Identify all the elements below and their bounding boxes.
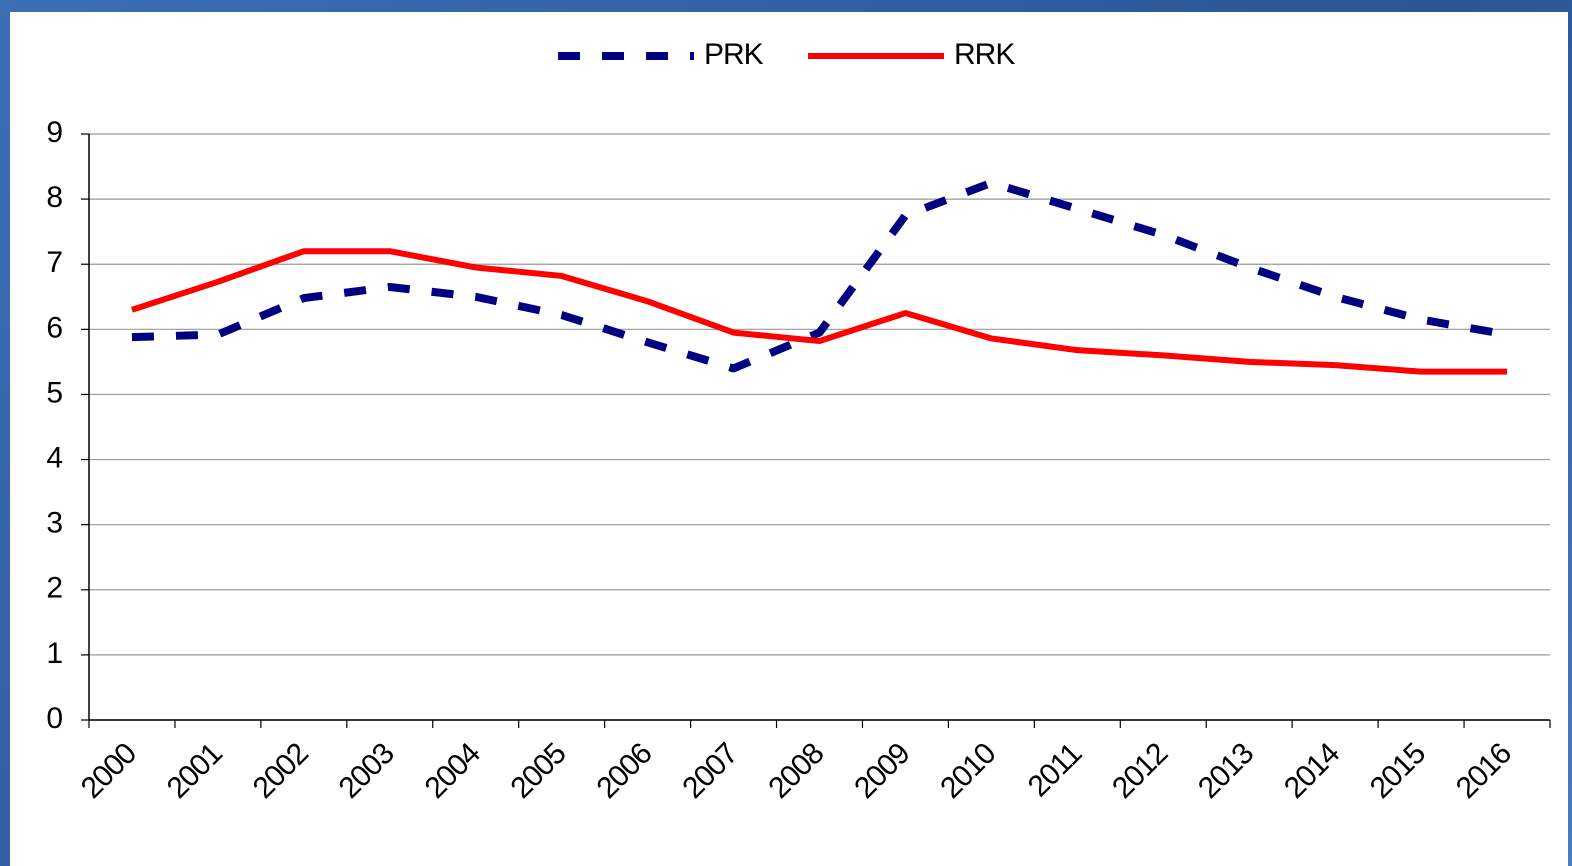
y-tick-label: 4 <box>46 441 62 474</box>
x-tick-label: 2009 <box>848 737 916 805</box>
x-tick-label: 2006 <box>590 737 658 805</box>
x-tick-label: 2003 <box>333 737 401 805</box>
x-tick-label: 2008 <box>762 737 830 805</box>
series-line <box>131 178 1508 373</box>
legend-label: PRK <box>704 38 764 71</box>
chart-panel <box>10 12 1568 866</box>
y-tick-label: 3 <box>46 507 62 540</box>
y-tick-label: 6 <box>46 311 62 344</box>
x-tick-label: 2007 <box>676 737 744 805</box>
x-tick-label: 2000 <box>75 737 143 805</box>
y-tick-label: 8 <box>46 181 62 214</box>
y-tick-label: 9 <box>46 116 62 149</box>
x-tick-label: 2005 <box>505 737 573 805</box>
x-tick-label: 2001 <box>161 737 229 805</box>
y-tick-label: 1 <box>46 637 62 670</box>
y-tick-label: 0 <box>46 702 62 735</box>
y-tick-label: 5 <box>46 376 62 409</box>
y-tick-label: 7 <box>46 246 62 279</box>
x-tick-label: 2004 <box>419 737 487 805</box>
x-tick-label: 2012 <box>1106 737 1174 805</box>
x-tick-label: 2015 <box>1364 737 1432 805</box>
legend-label: RRK <box>954 38 1015 71</box>
x-tick-label: 2014 <box>1278 737 1346 805</box>
x-tick-label: 2013 <box>1192 737 1260 805</box>
x-tick-label: 2016 <box>1450 737 1518 805</box>
x-tick-label: 2002 <box>247 737 315 805</box>
x-tick-label: 2010 <box>934 737 1002 805</box>
x-tick-label: 2011 <box>1022 737 1088 803</box>
y-tick-label: 2 <box>46 572 62 605</box>
series-line <box>131 248 1508 375</box>
